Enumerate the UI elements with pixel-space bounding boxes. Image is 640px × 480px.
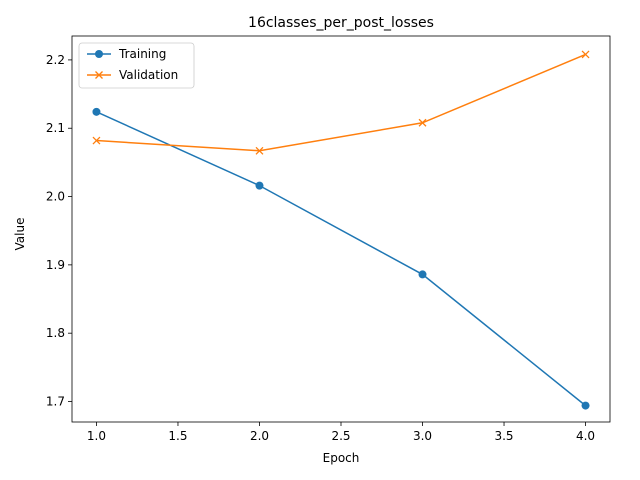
x-tick-label: 1.0 <box>87 429 106 443</box>
legend-label: Training <box>118 47 166 61</box>
y-tick-label: 1.9 <box>46 258 65 272</box>
x-axis-label: Epoch <box>323 451 360 465</box>
legend-label: Validation <box>119 68 178 82</box>
x-tick-label: 2.0 <box>250 429 269 443</box>
legend-marker <box>95 71 103 79</box>
data-point-training <box>581 401 590 410</box>
data-point-validation <box>581 50 590 59</box>
y-tick-label: 2.1 <box>46 121 65 135</box>
legend-item-training: Training <box>87 47 166 61</box>
y-tick-label: 1.8 <box>46 326 65 340</box>
x-marker-stroke <box>581 50 590 59</box>
x-tick-label: 4.0 <box>576 429 595 443</box>
data-point-training <box>255 181 264 190</box>
plot-area: 1.0 1.5 2.0 2.5 3.0 3.5 4.0 1.7 1.8 1.9 2.0 2.1 2.2 T… <box>46 35 611 443</box>
y-axis-label: Value <box>13 218 27 251</box>
data-point-training <box>418 270 427 279</box>
data-point-validation <box>92 136 101 145</box>
x-marker-stroke <box>92 136 101 145</box>
y-tick-label: 2.2 <box>46 53 65 67</box>
series-line-validation <box>96 53 586 152</box>
series-line-training <box>96 111 587 407</box>
y-tick-label: 2.0 <box>46 190 65 204</box>
x-marker-stroke <box>418 118 427 127</box>
x-marker-stroke <box>255 146 264 155</box>
x-tick-label: 1.5 <box>168 429 187 443</box>
x-tick-label: 3.0 <box>413 429 432 443</box>
data-point-training <box>92 107 101 116</box>
x-tick-label: 2.5 <box>331 429 350 443</box>
data-point-validation <box>255 146 264 155</box>
y-tick-label: 1.7 <box>46 395 65 409</box>
legend-item-validation: Validation <box>87 68 178 82</box>
data-point-validation <box>418 118 427 127</box>
legend-marker <box>95 50 103 58</box>
legend: Training Validation <box>78 42 195 89</box>
chart-title: 16classes_per_post_losses <box>248 15 434 31</box>
x-tick-label: 3.5 <box>494 429 513 443</box>
